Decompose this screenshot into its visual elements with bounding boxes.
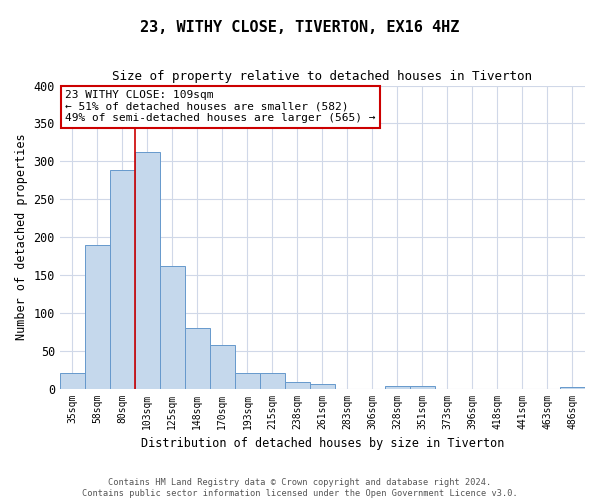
Y-axis label: Number of detached properties: Number of detached properties	[15, 134, 28, 340]
Bar	[310, 384, 335, 388]
Bar	[385, 386, 410, 388]
Bar	[135, 152, 160, 388]
Title: Size of property relative to detached houses in Tiverton: Size of property relative to detached ho…	[112, 70, 532, 83]
X-axis label: Distribution of detached houses by size in Tiverton: Distribution of detached houses by size …	[141, 437, 504, 450]
Bar	[110, 170, 135, 388]
Bar	[185, 328, 210, 388]
Bar	[60, 374, 85, 388]
Bar	[210, 344, 235, 389]
Bar	[560, 387, 585, 388]
Bar	[85, 244, 110, 388]
Bar	[160, 266, 185, 388]
Bar	[235, 374, 260, 388]
Bar	[260, 374, 285, 388]
Text: Contains HM Land Registry data © Crown copyright and database right 2024.
Contai: Contains HM Land Registry data © Crown c…	[82, 478, 518, 498]
Text: 23, WITHY CLOSE, TIVERTON, EX16 4HZ: 23, WITHY CLOSE, TIVERTON, EX16 4HZ	[140, 20, 460, 35]
Bar	[410, 386, 435, 388]
Bar	[285, 382, 310, 388]
Text: 23 WITHY CLOSE: 109sqm
← 51% of detached houses are smaller (582)
49% of semi-de: 23 WITHY CLOSE: 109sqm ← 51% of detached…	[65, 90, 376, 124]
